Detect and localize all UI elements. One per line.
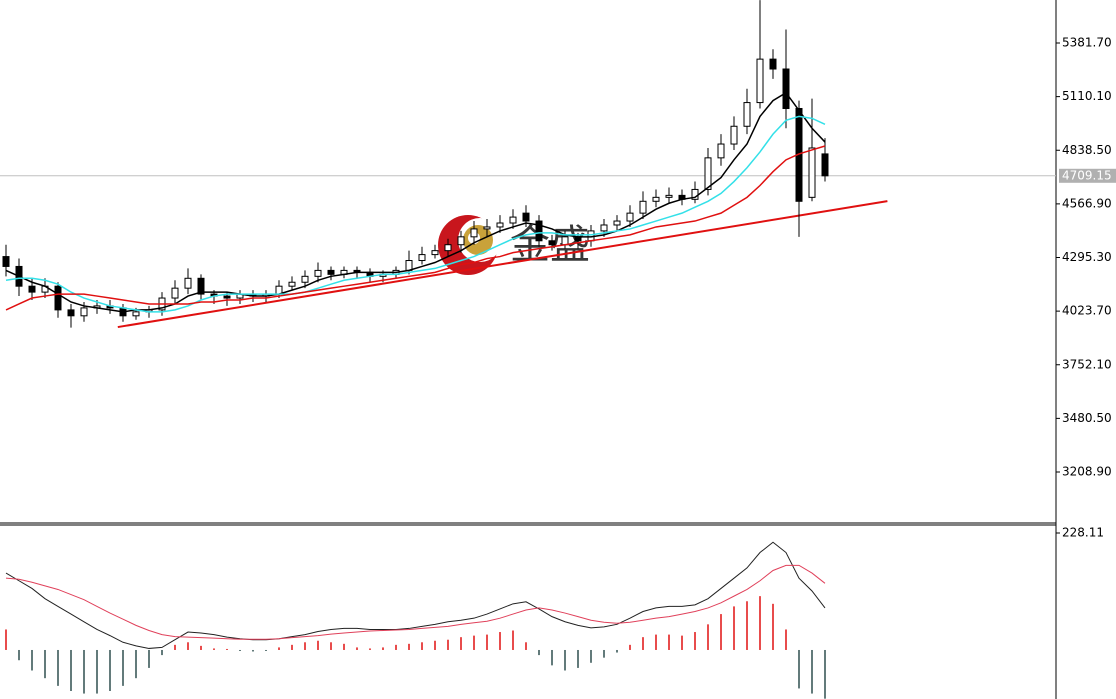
candle-body [457, 236, 465, 246]
candle-body [28, 285, 36, 293]
candle-body [561, 236, 569, 246]
candle-body [808, 147, 816, 198]
y-tick-label: 228.11 [1062, 525, 1104, 539]
candle-body [171, 287, 179, 299]
candle-body [509, 216, 517, 224]
candle-body [535, 220, 543, 242]
last-price-label: 4709.15 [1062, 168, 1112, 182]
candle-body [665, 194, 673, 198]
line [5, 115, 826, 313]
candle-body [717, 143, 725, 159]
candle-body [2, 256, 10, 267]
y-tick-label: 4023.70 [1062, 304, 1112, 318]
candle-body [639, 200, 647, 214]
candle-body [223, 295, 231, 299]
line [5, 541, 826, 649]
candle-body [184, 277, 192, 289]
y-tick-label: 4295.30 [1062, 250, 1112, 264]
candle-body [652, 196, 660, 202]
candle-body [730, 125, 738, 145]
candle-body [327, 269, 335, 275]
candle-body [80, 307, 88, 317]
candle-body [548, 240, 556, 246]
candle-body [704, 157, 712, 190]
y-tick-label: 5381.70 [1062, 36, 1112, 50]
candle-body [782, 68, 790, 109]
y-tick-label: 3208.90 [1062, 465, 1112, 479]
candle-body [132, 311, 140, 317]
candle-body [522, 212, 530, 222]
y-tick-label: 3480.50 [1062, 411, 1112, 425]
candle-body [626, 212, 634, 222]
last-price-box [1059, 168, 1116, 183]
candle-body [821, 153, 829, 177]
candle-body [769, 58, 777, 70]
candle-body [483, 226, 491, 230]
candle-body [600, 224, 608, 232]
candle-body [314, 269, 322, 277]
trendline [117, 200, 888, 329]
candle-body [431, 250, 439, 256]
candle-body [444, 244, 452, 252]
candle-body [756, 58, 764, 104]
candle-body [613, 220, 621, 226]
candle-body [496, 222, 504, 228]
candle-body [67, 309, 75, 317]
y-tick-label: 5110.10 [1062, 89, 1112, 103]
line [5, 564, 826, 640]
y-tick-label: 3752.10 [1062, 357, 1112, 371]
line [5, 91, 826, 313]
line [5, 145, 826, 311]
candle-body [418, 254, 426, 262]
candle-body [743, 102, 751, 127]
candle-body [54, 285, 62, 311]
candle-body [288, 281, 296, 287]
candle-body [301, 275, 309, 283]
candle-body [405, 260, 413, 271]
y-tick-label: 4838.50 [1062, 143, 1112, 157]
candle-body [197, 277, 205, 295]
candle-body [470, 228, 478, 238]
y-tick-label: 4566.90 [1062, 196, 1112, 210]
